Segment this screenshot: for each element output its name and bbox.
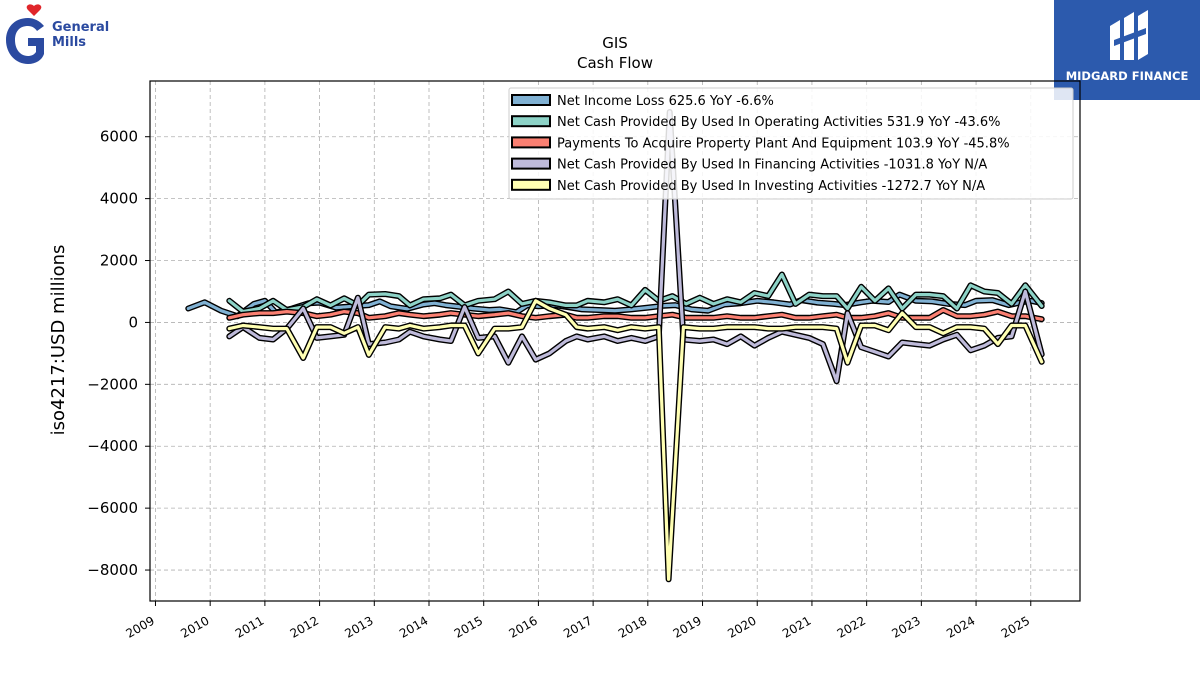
x-tick-label: 2021 [780,613,813,640]
x-tick-label: 2010 [178,613,211,640]
legend-entry-label: Net Cash Provided By Used In Operating A… [557,115,1000,130]
y-tick-label: 4000 [100,190,138,208]
chart-title: GIS [602,34,628,52]
legend-swatch [511,115,551,128]
y-tick-label: −8000 [87,561,138,579]
x-tick-label: 2018 [616,613,649,640]
y-axis-label: iso4217:USD millions [48,245,69,436]
legend: Net Income Loss 625.6 YoY -6.6% Net Cash … [508,87,1074,200]
y-tick-label: 6000 [100,128,138,146]
x-tick-label: 2016 [506,613,539,640]
y-tick-label: −4000 [87,437,138,455]
chart-subtitle: Cash Flow [577,54,653,72]
x-tick-label: 2019 [671,613,704,640]
legend-swatch [511,157,551,170]
general-mills-g-icon [6,4,44,64]
y-tick-label: −2000 [87,375,138,393]
midgard-finance-emblem-icon [1110,10,1148,60]
y-axis-ticks: −8000 −6000 −4000 −2000 0 2000 4000 6000 [87,128,150,579]
y-tick-label: 0 [128,313,138,331]
legend-entry-label: Net Income Loss 625.6 YoY -6.6% [557,94,774,109]
x-tick-label: 2017 [561,613,594,640]
midgard-finance-wordmark: MIDGARD FINANCE [1065,69,1189,83]
series-line [227,299,1044,581]
x-tick-label: 2025 [999,613,1032,640]
y-tick-label: 2000 [100,252,138,270]
series-line [227,272,1044,314]
legend-swatch [511,94,551,106]
x-tick-label: 2020 [725,613,758,640]
x-tick-label: 2014 [397,613,430,640]
legend-entry-label: Net Cash Provided By Used In Investing A… [557,179,985,194]
plot-area-frame [149,80,1081,602]
series-line [227,110,1044,383]
x-tick-label: 2022 [835,613,868,640]
y-tick-label: −6000 [87,499,138,517]
x-tick-label: 2013 [342,613,375,640]
x-tick-label: 2011 [233,613,266,640]
general-mills-wordmark: General Mills [52,20,110,50]
legend-entry-label: Net Cash Provided By Used In Financing A… [557,158,987,173]
legend-box [508,87,1074,200]
general-mills-logo: General Mills [4,4,124,68]
x-tick-label: 2012 [288,613,321,640]
legend-entry-label: Payments To Acquire Property Plant And E… [557,136,1010,151]
x-tick-label: 2023 [889,613,922,640]
legend-swatch [511,178,551,191]
series-lines [185,109,1045,583]
legend-swatch [511,136,551,149]
x-tick-label: 2024 [944,613,977,640]
midgard-finance-logo: MIDGARD FINANCE [1054,0,1200,100]
x-axis-ticks: 2009 2010 2011 2012 2013 2014 2015 2016 2017 2018… [124,601,1032,641]
x-tick-label: 2015 [452,613,485,640]
x-tick-label: 2009 [124,613,157,640]
